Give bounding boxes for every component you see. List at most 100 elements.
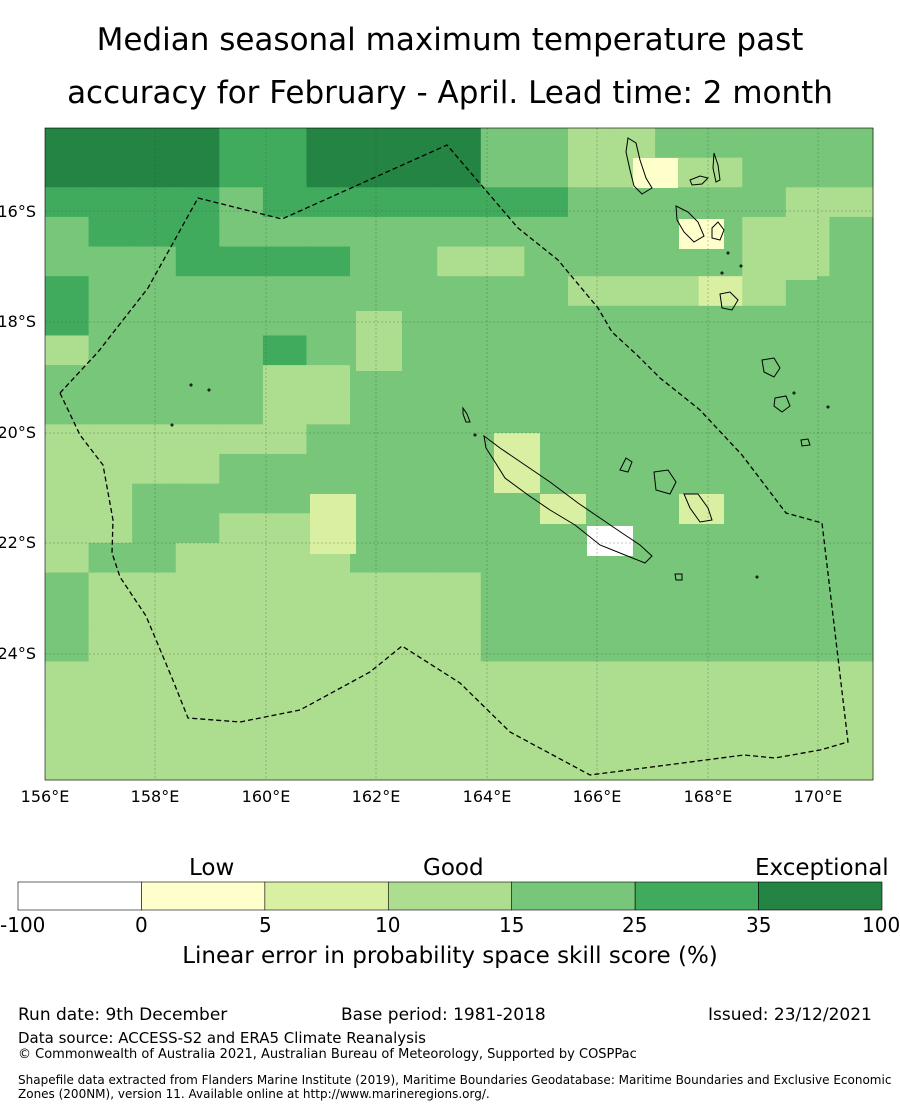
grid-cell: [785, 661, 830, 692]
isle-of-pines-island: [674, 573, 683, 581]
grid-cell: [611, 187, 656, 218]
grid-cell: [306, 602, 351, 633]
grid-cell: [262, 216, 307, 248]
grid-cell: [175, 602, 220, 633]
issued-date: Issued: 23/12/2021: [708, 1005, 872, 1025]
grid-cell: [219, 246, 264, 277]
grid-cell: [306, 720, 351, 751]
grid-cell: [88, 631, 133, 662]
grid-cell: [655, 454, 700, 485]
grid-cell: [132, 157, 177, 188]
latitude-labels: 16°S 18°S 20°S 22°S 24°S: [0, 202, 36, 663]
grid-cell: [785, 335, 830, 366]
longitude-labels: 156°E 158°E 160°E 162°E 164°E 166°E 168°…: [21, 787, 843, 806]
grid-cell: [262, 305, 307, 336]
grid-cell: [437, 128, 482, 159]
mare-island: [683, 493, 713, 523]
grid-cell: [567, 720, 613, 751]
grid-cell: [829, 365, 874, 396]
colorbar-tick: 100: [862, 913, 900, 937]
base-period: Base period: 1981-2018: [341, 1005, 546, 1025]
grid-cell: [742, 572, 787, 603]
grid-cell: [262, 454, 307, 485]
grid-cell: [350, 631, 395, 662]
grid-cell: [306, 454, 351, 485]
grid-cell: [88, 128, 133, 159]
grid-cell: [829, 483, 874, 514]
efate-island: [711, 221, 725, 241]
grid-cell: [567, 157, 613, 188]
eez-boundary: [59, 144, 849, 776]
grid-cell: [393, 276, 438, 307]
grid-cell: [45, 128, 90, 159]
grid-cell: [567, 661, 613, 692]
grid-cell: [262, 128, 307, 159]
copyright: © Commonwealth of Australia 2021, Austra…: [18, 1047, 637, 1062]
grid-cell: [567, 365, 613, 396]
grid-cell: [480, 513, 525, 544]
islet-d: [473, 433, 477, 437]
lat-label: 24°S: [0, 644, 36, 663]
grid-cell: [785, 276, 830, 307]
lon-label: 160°E: [242, 787, 291, 806]
grid-cell: [45, 305, 90, 336]
grid-cell: [785, 216, 830, 248]
grid-cell: [262, 661, 307, 692]
grid-cell: [698, 454, 743, 485]
grid-cell: [393, 187, 438, 218]
colorbar-heading-low: Low: [189, 855, 235, 881]
grid-cell: [742, 661, 787, 692]
islet-f: [826, 405, 830, 409]
title-line-2: accuracy for February - April. Lead time…: [67, 75, 833, 111]
grid-cell: [262, 720, 307, 751]
lon-label: 156°E: [21, 787, 70, 806]
grid-cell: [437, 572, 482, 603]
grid-cell: [437, 750, 482, 781]
lat-label: 18°S: [0, 312, 36, 331]
grid-cell: [480, 365, 525, 396]
grid-cell: [45, 394, 90, 425]
grid-cell: [785, 691, 830, 722]
data-source: Data source: ACCESS-S2 and ERA5 Climate …: [18, 1029, 426, 1047]
grid-cell: [742, 335, 787, 366]
grid-cell: [88, 305, 133, 336]
grid-cell: [785, 750, 830, 781]
colorbar-segment: [511, 881, 636, 911]
grid-cell: [88, 157, 133, 188]
islet-h: [726, 251, 730, 255]
grid-cell: [480, 335, 525, 366]
grid-cell: [45, 365, 90, 396]
grid-cell: [175, 128, 220, 159]
grid-cell: [45, 661, 90, 692]
grid-cell: [698, 335, 743, 366]
grid-cell: [219, 602, 264, 633]
islet-j: [720, 271, 724, 275]
map-frame: [44, 127, 874, 781]
islet-e: [792, 391, 796, 395]
grid-cell: [88, 187, 133, 218]
grid-cell: [393, 454, 438, 485]
colorbar-segment: [387, 881, 513, 911]
grid-cell: [524, 216, 569, 248]
grid-cell: [393, 513, 438, 544]
grid-cell: [742, 187, 787, 218]
grid-cell: [524, 394, 569, 425]
grid-cell: [655, 394, 700, 425]
grid-cell: [132, 661, 177, 692]
colorbar-caption: Linear error in probability space skill …: [182, 943, 718, 969]
grid-cell: [132, 602, 177, 633]
grid-cell: [306, 394, 351, 425]
grid-cell: [785, 542, 830, 574]
colorbar-segment: [758, 881, 883, 911]
grid-cell: [262, 157, 307, 188]
grid-cell: [742, 720, 787, 751]
grid-cell: [524, 335, 569, 366]
grid-cell: [350, 750, 395, 781]
grid-cell: [350, 691, 395, 722]
grid-cell: [742, 128, 787, 159]
grid-cell: [88, 246, 133, 277]
colorbar-tick: 10: [375, 913, 401, 937]
grid-cell: [306, 335, 351, 366]
grid-cell: [45, 750, 90, 781]
grid-cell: [393, 246, 438, 277]
